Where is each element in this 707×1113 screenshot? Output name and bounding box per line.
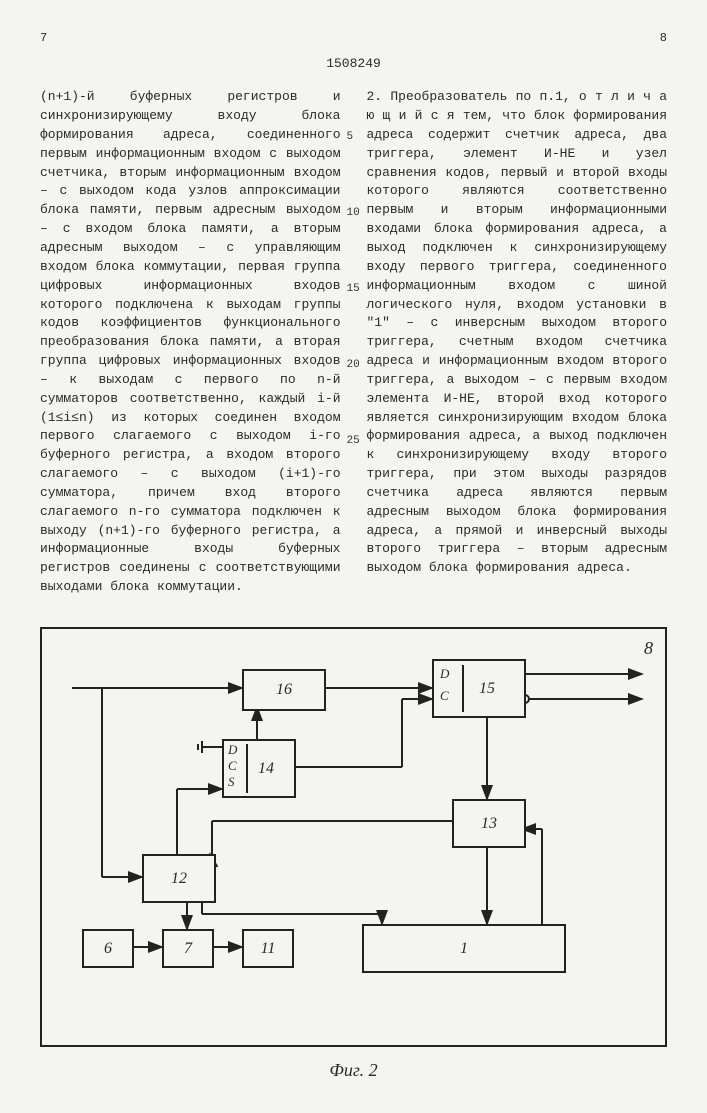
block-11: 11: [242, 929, 294, 968]
pin-d: D: [228, 743, 237, 757]
block-1: 1: [362, 924, 566, 973]
block-13: 13: [452, 799, 526, 848]
block-7: 7: [162, 929, 214, 968]
column-2: 2. Преобразователь по п.1, о т л и ч а ю…: [367, 88, 668, 597]
pin-s: S: [228, 775, 235, 789]
figure-caption: Фиг. 2: [40, 1057, 667, 1083]
block-16: 16: [242, 669, 326, 711]
column-1: (n+1)-й буферных регистров и синхронизир…: [40, 88, 341, 597]
page-num-right: 8: [660, 30, 667, 47]
block-14: D C S 14: [222, 739, 296, 798]
block-6: 6: [82, 929, 134, 968]
col1-text: (n+1)-й буферных регистров и синхронизир…: [40, 88, 341, 597]
pin-c: C: [228, 759, 237, 773]
page-num-left: 7: [40, 30, 47, 47]
patent-number: 1508249: [40, 55, 667, 74]
pin-c: C: [440, 689, 449, 703]
pin-d: D: [440, 667, 449, 681]
line-markers: 5 10 15 20 25: [347, 88, 684, 450]
text-columns: (n+1)-й буферных регистров и синхронизир…: [40, 88, 667, 597]
wiring-svg: [42, 629, 662, 1009]
figure-2: 8: [40, 627, 667, 1047]
block-12: 12: [142, 854, 216, 903]
block-15: D C 15: [432, 659, 526, 718]
